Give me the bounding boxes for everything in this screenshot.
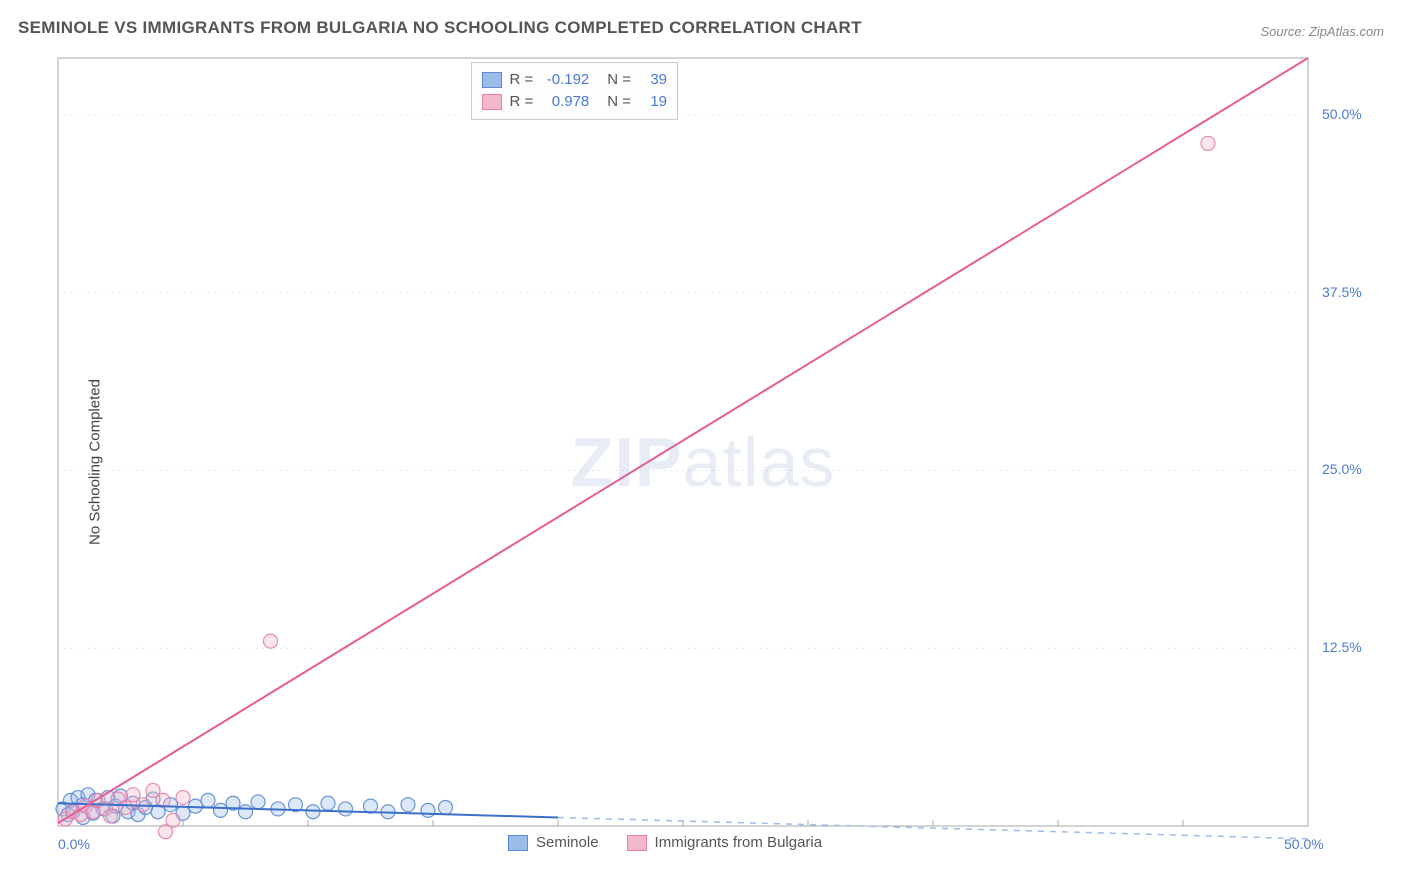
legend-item: Immigrants from Bulgaria (627, 834, 823, 851)
stat-r-label: R = (510, 69, 534, 91)
source-attribution: Source: ZipAtlas.com (1260, 24, 1384, 39)
stat-r-label: R = (510, 91, 534, 113)
y-tick-label: 25.0% (1322, 461, 1362, 477)
stats-legend: R = -0.192 N = 39 R = 0.978 N = 19 (471, 62, 679, 120)
scatter-plot (18, 50, 1388, 874)
legend-item: Seminole (508, 834, 599, 851)
stats-row: R = 0.978 N = 19 (482, 91, 668, 113)
stat-n-value: 19 (639, 91, 667, 113)
series-swatch (482, 94, 502, 110)
stat-n-label: N = (607, 69, 631, 91)
stat-r-value: -0.192 (541, 69, 589, 91)
stat-n-value: 39 (639, 69, 667, 91)
stats-row: R = -0.192 N = 39 (482, 69, 668, 91)
legend-label: Seminole (536, 834, 599, 851)
y-tick-label: 50.0% (1322, 106, 1362, 122)
stat-r-value: 0.978 (541, 91, 589, 113)
chart-title: SEMINOLE VS IMMIGRANTS FROM BULGARIA NO … (18, 18, 862, 38)
legend-swatch (508, 835, 528, 851)
stat-n-label: N = (607, 91, 631, 113)
y-tick-label: 12.5% (1322, 639, 1362, 655)
x-tick-label: 0.0% (58, 836, 90, 852)
chart-container: No Schooling Completed ZIPatlas 12.5%25.… (18, 50, 1388, 874)
legend-label: Immigrants from Bulgaria (655, 834, 823, 851)
y-axis-label: No Schooling Completed (86, 379, 103, 545)
legend-swatch (627, 835, 647, 851)
y-tick-label: 37.5% (1322, 284, 1362, 300)
bottom-legend: Seminole Immigrants from Bulgaria (508, 834, 822, 851)
series-swatch (482, 72, 502, 88)
x-tick-label: 50.0% (1284, 836, 1324, 852)
